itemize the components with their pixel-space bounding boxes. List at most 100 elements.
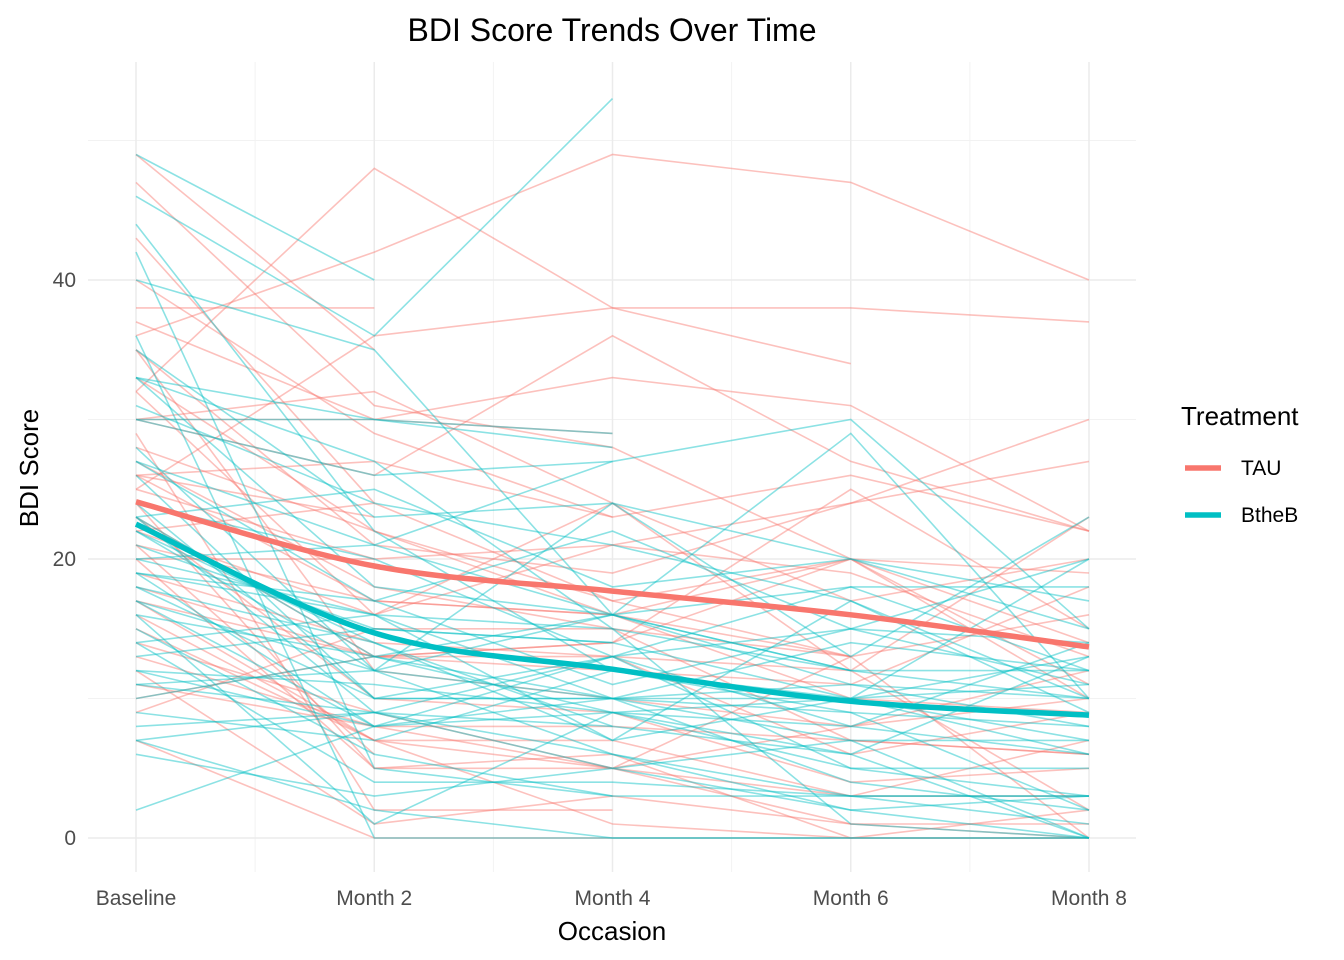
individual-line-btheb-55 [136,418,613,449]
individual-line-tau-24 [135,349,1090,574]
individual-line-tau-29 [135,614,1090,714]
individual-line-tau-38 [135,669,1090,839]
individual-line-tau-2 [135,488,375,560]
chart-title: BDI Score Trends Over Time [407,12,816,48]
legend: Treatment TAU BtheB [1181,401,1299,527]
individual-line-btheb-47 [135,614,1090,839]
individual-line-btheb-73 [135,669,1090,742]
individual-line-tau-26 [135,502,1090,839]
x-axis-title: Occasion [558,916,666,946]
individual-line-tau-36 [135,628,852,770]
individual-line-tau-18 [135,321,1090,532]
legend-title: Treatment [1181,401,1299,431]
grid [88,62,1136,872]
individual-line-tau-40 [135,488,1090,700]
individual-line-tau-30 [135,307,1090,490]
y-axis-title: BDI Score [14,409,44,528]
individual-line-btheb-77 [135,586,1090,839]
individual-line-btheb-94 [135,627,1090,728]
individual-line-btheb-68 [135,349,1090,630]
individual-line-btheb-54 [135,335,1089,839]
individual-line-btheb-52 [135,586,1090,756]
legend-entries: TAU BtheB [1185,457,1298,527]
individual-line-tau-14 [135,516,1090,672]
x-tick-label: Month 2 [336,887,412,910]
individual-line-btheb-48 [135,683,1090,825]
x-tick-label: Month 4 [575,887,651,910]
individual-line-tau-17 [135,655,1090,756]
individual-line-btheb-59 [135,251,613,797]
trend-line-btheb [134,521,1090,718]
individual-line-btheb-58 [135,642,1089,797]
individual-line-tau-33 [135,279,1090,532]
individual-line-btheb-92 [135,460,613,560]
individual-line-tau-1 [135,391,1090,616]
individual-line-btheb-95 [135,488,1090,602]
y-tick-label: 20 [53,548,76,571]
individual-line-btheb-57 [135,460,1090,686]
y-tick-labels: 0 20 40 [53,269,76,850]
x-tick-labels: Baseline Month 2 Month 4 Month 6 Month 8 [96,887,1127,910]
individual-line-btheb-85 [135,460,1090,700]
individual-line-tau-13 [135,334,1090,532]
individual-line-btheb-86 [135,530,1090,630]
individual-line-btheb-64 [135,418,1090,630]
individual-line-btheb-53 [135,98,614,337]
individual-line-btheb-87 [135,739,1089,797]
individual-line-btheb-81 [135,279,1090,700]
individual-line-tau-3 [135,544,1090,714]
individual-lines [135,98,1090,839]
individual-line-tau-32 [135,167,851,393]
trend-lines [134,499,1090,718]
x-tick-label: Month 8 [1051,887,1127,910]
individual-line-tau-20 [135,544,375,755]
individual-line-btheb-79 [135,446,1090,839]
individual-line-tau-28 [135,683,1089,797]
individual-line-btheb-83 [135,530,1090,756]
individual-line-tau-41 [135,376,1090,644]
individual-line-btheb-84 [135,586,1089,728]
individual-line-tau-44 [135,516,1090,784]
individual-line-tau-15 [135,614,1089,839]
individual-line-btheb-67 [135,655,1090,811]
individual-line-tau-34 [135,641,1089,825]
individual-line-tau-11 [135,153,375,351]
legend-label-btheb: BtheB [1241,504,1298,527]
trend-line-tau [135,499,1090,650]
individual-line-btheb-70 [135,404,1090,700]
individual-line-tau-16 [136,418,613,435]
individual-line-btheb-45 [135,544,613,644]
individual-line-tau-7 [136,544,1090,658]
individual-line-btheb-82 [135,516,1090,728]
individual-line-btheb-66 [135,558,1090,742]
individual-line-btheb-65 [135,153,375,281]
y-tick-label: 40 [53,269,76,292]
individual-line-tau-22 [135,153,1090,337]
individual-line-btheb-90 [135,739,1089,839]
individual-line-btheb-93 [135,613,1090,728]
x-tick-label: Baseline [96,887,177,910]
individual-line-tau-37 [135,418,1090,616]
individual-line-tau-6 [135,600,1090,797]
individual-line-btheb-74 [135,376,1089,672]
individual-line-btheb-46 [135,711,613,742]
individual-line-tau-12 [135,460,613,518]
individual-line-btheb-51 [135,376,613,435]
individual-line-btheb-80 [135,628,1089,797]
individual-line-btheb-78 [135,502,1090,797]
individual-line-btheb-50 [135,725,375,811]
y-tick-label: 0 [64,827,76,850]
individual-line-btheb-56 [135,530,1090,728]
individual-line-tau-42 [135,572,1090,756]
individual-line-btheb-89 [135,502,1090,672]
individual-line-btheb-76 [135,474,1090,700]
individual-line-btheb-71 [135,516,1090,811]
individual-line-tau-10 [135,390,1090,811]
individual-line-tau-8 [135,558,1090,686]
x-tick-label: Month 6 [813,887,889,910]
individual-line-tau-5 [135,739,1089,839]
legend-label-tau: TAU [1241,457,1281,480]
individual-line-btheb-91 [135,613,851,686]
individual-line-btheb-69 [135,586,1090,672]
